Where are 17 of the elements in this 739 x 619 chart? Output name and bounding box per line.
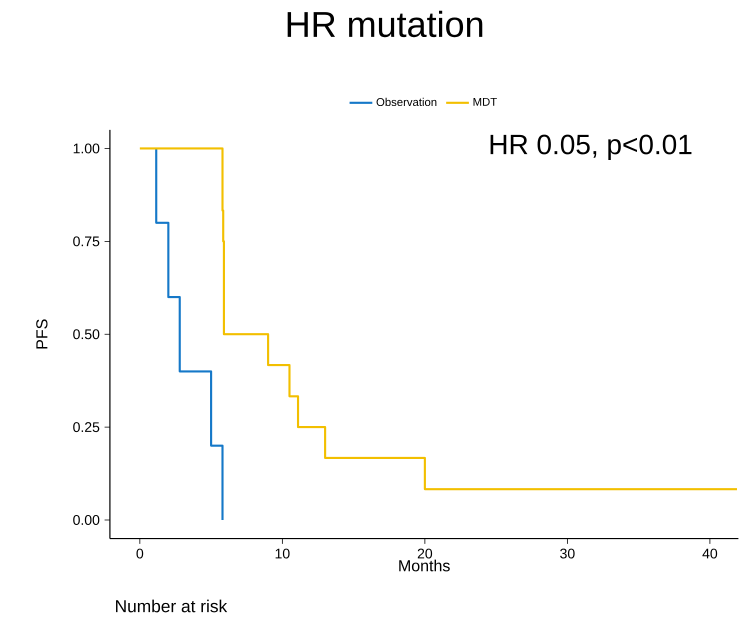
x-tick-label: 20 [418,548,432,559]
y-tick-label: 0.75 [73,236,100,247]
x-axis-title: Months [399,560,450,572]
y-tick-label: 0.25 [73,422,100,432]
y-tick-label: 0.00 [73,515,100,526]
x-tick-label: 0 [136,548,144,559]
y-tick-label: 1.00 [74,144,100,154]
annotation: HR 0.05, p<0.01 [490,134,692,160]
y-axis-title: PFS [36,320,48,349]
legend-label: Observation [376,98,436,106]
x-tick-label: 30 [560,548,575,559]
chart-title: HR mutation [288,11,482,38]
y-tick-label: 0.50 [73,330,100,340]
x-tick-label: 40 [702,548,718,559]
text: Number at risk [116,600,228,613]
x-tick-label: 10 [276,548,290,559]
legend-label: MDT [474,98,497,106]
